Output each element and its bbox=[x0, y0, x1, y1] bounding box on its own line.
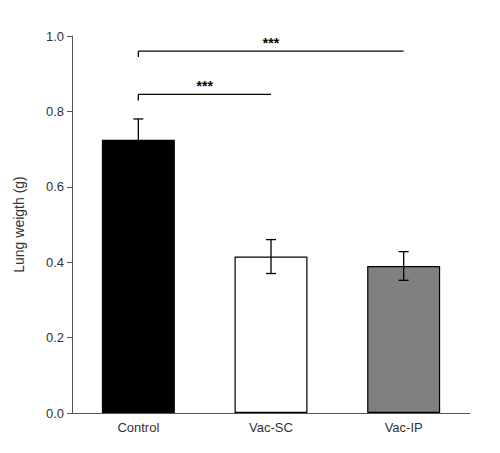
svg-text:Control: Control bbox=[117, 420, 159, 435]
svg-text:Vac-IP: Vac-IP bbox=[385, 420, 423, 435]
svg-text:Vac-SC: Vac-SC bbox=[249, 420, 293, 435]
svg-text:Lung weigth (g): Lung weigth (g) bbox=[11, 176, 27, 273]
svg-text:***: *** bbox=[196, 78, 213, 94]
svg-text:0.4: 0.4 bbox=[46, 255, 64, 270]
svg-text:0.2: 0.2 bbox=[46, 330, 64, 345]
svg-text:1.0: 1.0 bbox=[46, 29, 64, 44]
svg-text:***: *** bbox=[263, 35, 280, 51]
svg-text:0.0: 0.0 bbox=[46, 406, 64, 421]
svg-text:0.8: 0.8 bbox=[46, 104, 64, 119]
svg-text:0.6: 0.6 bbox=[46, 179, 64, 194]
